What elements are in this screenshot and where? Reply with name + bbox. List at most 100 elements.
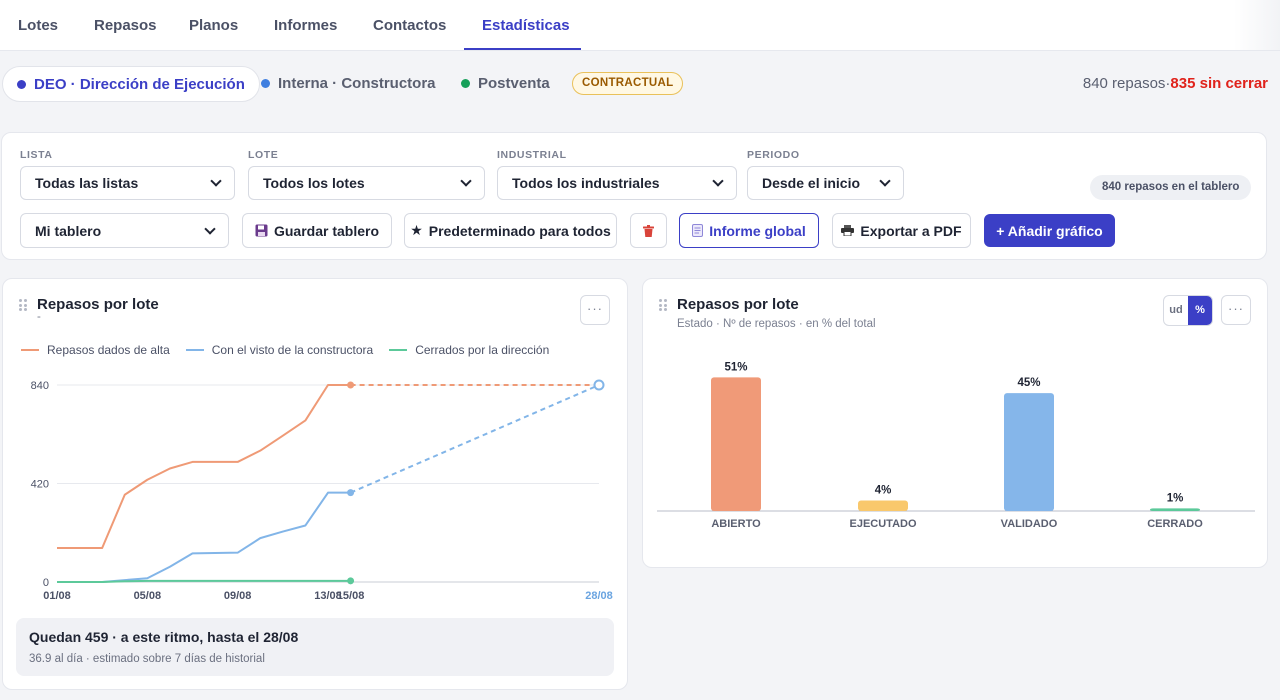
card-title: Repasos por lote xyxy=(677,296,799,313)
chart-card-progress: Repasos por lote - ··· Repasos dados de … xyxy=(2,278,628,690)
save-board-label: Guardar tablero xyxy=(273,222,380,239)
series-line xyxy=(57,579,351,583)
active-tab-indicator xyxy=(464,48,581,50)
forecast-subtitle: 36.9 al día · estimado sobre 7 días de h… xyxy=(29,653,265,665)
lote-label: LOTE xyxy=(248,149,279,161)
chart-legend: Repasos dados de alta Con el visto de la… xyxy=(21,343,549,357)
legend-swatch xyxy=(185,349,204,351)
project-postventa[interactable]: Postventa xyxy=(461,75,550,92)
lote-select[interactable]: Todos los lotes xyxy=(248,166,485,200)
x-tick-label: 15/08 xyxy=(337,590,365,602)
chevron-down-icon xyxy=(204,222,216,235)
add-chart-button[interactable]: + Añadir gráfico xyxy=(984,214,1115,247)
bar xyxy=(1004,393,1054,511)
lista-select[interactable]: Todas las listas xyxy=(20,166,235,200)
tab-repasos[interactable]: Repasos xyxy=(94,17,157,34)
project-interna[interactable]: Interna · Constructora xyxy=(261,75,436,92)
legend-label: Con el visto de la constructora xyxy=(211,343,374,357)
industrial-select[interactable]: Todos los industriales xyxy=(497,166,737,200)
card-menu-button[interactable]: ··· xyxy=(1221,295,1251,325)
default-for-all-button[interactable]: ★ Predeterminado para todos xyxy=(404,213,617,248)
card-title: Repasos por lote xyxy=(37,296,159,313)
legend-item: Repasos dados de alta xyxy=(21,343,170,357)
x-tick-label: 09/08 xyxy=(224,590,252,602)
series-end-point xyxy=(347,381,355,389)
global-report-label: Informe global xyxy=(709,222,806,239)
x-tick-label: 05/08 xyxy=(134,590,162,602)
industrial-label: INDUSTRIAL xyxy=(497,149,567,161)
chevron-down-icon xyxy=(712,175,724,187)
repasos-summary: 840 repasos·835 sin cerrar xyxy=(1083,75,1268,92)
board-select[interactable]: Mi tablero xyxy=(20,213,229,248)
export-pdf-button[interactable]: Exportar a PDF xyxy=(832,213,971,248)
x-tick-label: 28/08 xyxy=(585,590,613,602)
project-selector-row: DEO · Dirección de Ejecución Interna · C… xyxy=(0,51,1280,115)
series-line xyxy=(57,491,351,583)
star-icon: ★ xyxy=(410,222,423,238)
legend-swatch xyxy=(21,349,39,351)
series-line xyxy=(57,384,351,549)
lote-value: Todos los lotes xyxy=(263,175,365,191)
project-postventa-label: Postventa xyxy=(478,75,550,92)
floppy-icon xyxy=(255,224,268,237)
y-tick-label: 840 xyxy=(31,380,49,392)
legend-label: Cerrados por la dirección xyxy=(415,343,550,357)
bar-value-label: 1% xyxy=(1167,492,1184,504)
project-deo[interactable]: DEO · Dirección de Ejecución xyxy=(2,66,260,102)
bar xyxy=(711,377,761,511)
tab-lotes[interactable]: Lotes xyxy=(18,17,59,34)
export-pdf-label: Exportar a PDF xyxy=(860,222,962,239)
bar-chart: 51% ABIERTO 4% EJECUTADO 45% VALIDADO 1% CERRAD… xyxy=(657,361,1255,530)
chevron-down-icon xyxy=(460,175,472,187)
card-subtitle: Estado · Nº de repasos · en % del total xyxy=(677,318,876,330)
forecast-line xyxy=(350,384,600,494)
periodo-value: Desde el inicio xyxy=(762,175,861,191)
series-end-point xyxy=(347,489,355,497)
toggle-percent-button[interactable]: % xyxy=(1188,296,1212,325)
global-report-button[interactable]: Informe global xyxy=(679,213,819,248)
periodo-label: PERIODO xyxy=(747,149,800,161)
x-tick-label: 01/08 xyxy=(43,590,71,602)
tabs-scroll-fade xyxy=(1234,0,1280,50)
bar xyxy=(1150,508,1200,511)
legend-label: Repasos dados de alta xyxy=(47,343,170,357)
card-subtitle: - xyxy=(37,311,41,323)
tab-estadisticas[interactable]: Estadísticas xyxy=(482,17,570,34)
board-value: Mi tablero xyxy=(35,222,102,239)
lista-value: Todas las listas xyxy=(35,175,139,191)
postventa-dot-icon xyxy=(461,79,470,88)
category-label: VALIDADO xyxy=(1001,518,1058,530)
periodo-select[interactable]: Desde el inicio xyxy=(747,166,904,200)
legend-item: Con el visto de la constructora xyxy=(185,343,374,357)
tab-planos[interactable]: Planos xyxy=(189,17,239,34)
unit-toggle: ud % xyxy=(1163,295,1213,326)
series-end-point xyxy=(347,577,355,585)
repasos-total: 840 repasos xyxy=(1082,75,1166,92)
chevron-down-icon xyxy=(879,175,891,187)
summary-separator: · xyxy=(1165,75,1171,92)
forecast-title: Quedan 459 · a este ritmo, hasta el 28/0… xyxy=(29,629,299,645)
filter-panel: LISTA LOTE INDUSTRIAL PERIODO Todas las … xyxy=(1,132,1267,260)
save-board-button[interactable]: Guardar tablero xyxy=(242,213,392,248)
drag-handle-icon[interactable] xyxy=(659,299,667,311)
trash-icon xyxy=(643,224,654,237)
tab-contactos[interactable]: Contactos xyxy=(373,17,447,34)
card-menu-button[interactable]: ··· xyxy=(580,295,610,325)
category-label: EJECUTADO xyxy=(849,518,916,530)
toggle-units-button[interactable]: ud xyxy=(1169,304,1183,316)
industrial-value: Todos los industriales xyxy=(512,175,660,191)
y-tick-label: 420 xyxy=(31,479,49,491)
contractual-badge: CONTRACTUAL xyxy=(572,72,684,95)
deo-dot-icon xyxy=(17,79,26,89)
legend-swatch xyxy=(389,349,408,351)
document-icon xyxy=(692,224,704,237)
tab-informes[interactable]: Informes xyxy=(274,17,338,34)
add-chart-label: + Añadir gráfico xyxy=(996,222,1103,239)
project-interna-label: Interna · Constructora xyxy=(278,75,436,92)
category-label: ABIERTO xyxy=(711,518,761,530)
delete-board-button[interactable] xyxy=(630,213,667,248)
bar xyxy=(858,500,908,511)
drag-handle-icon[interactable] xyxy=(19,299,27,311)
interna-dot-icon xyxy=(261,79,270,88)
